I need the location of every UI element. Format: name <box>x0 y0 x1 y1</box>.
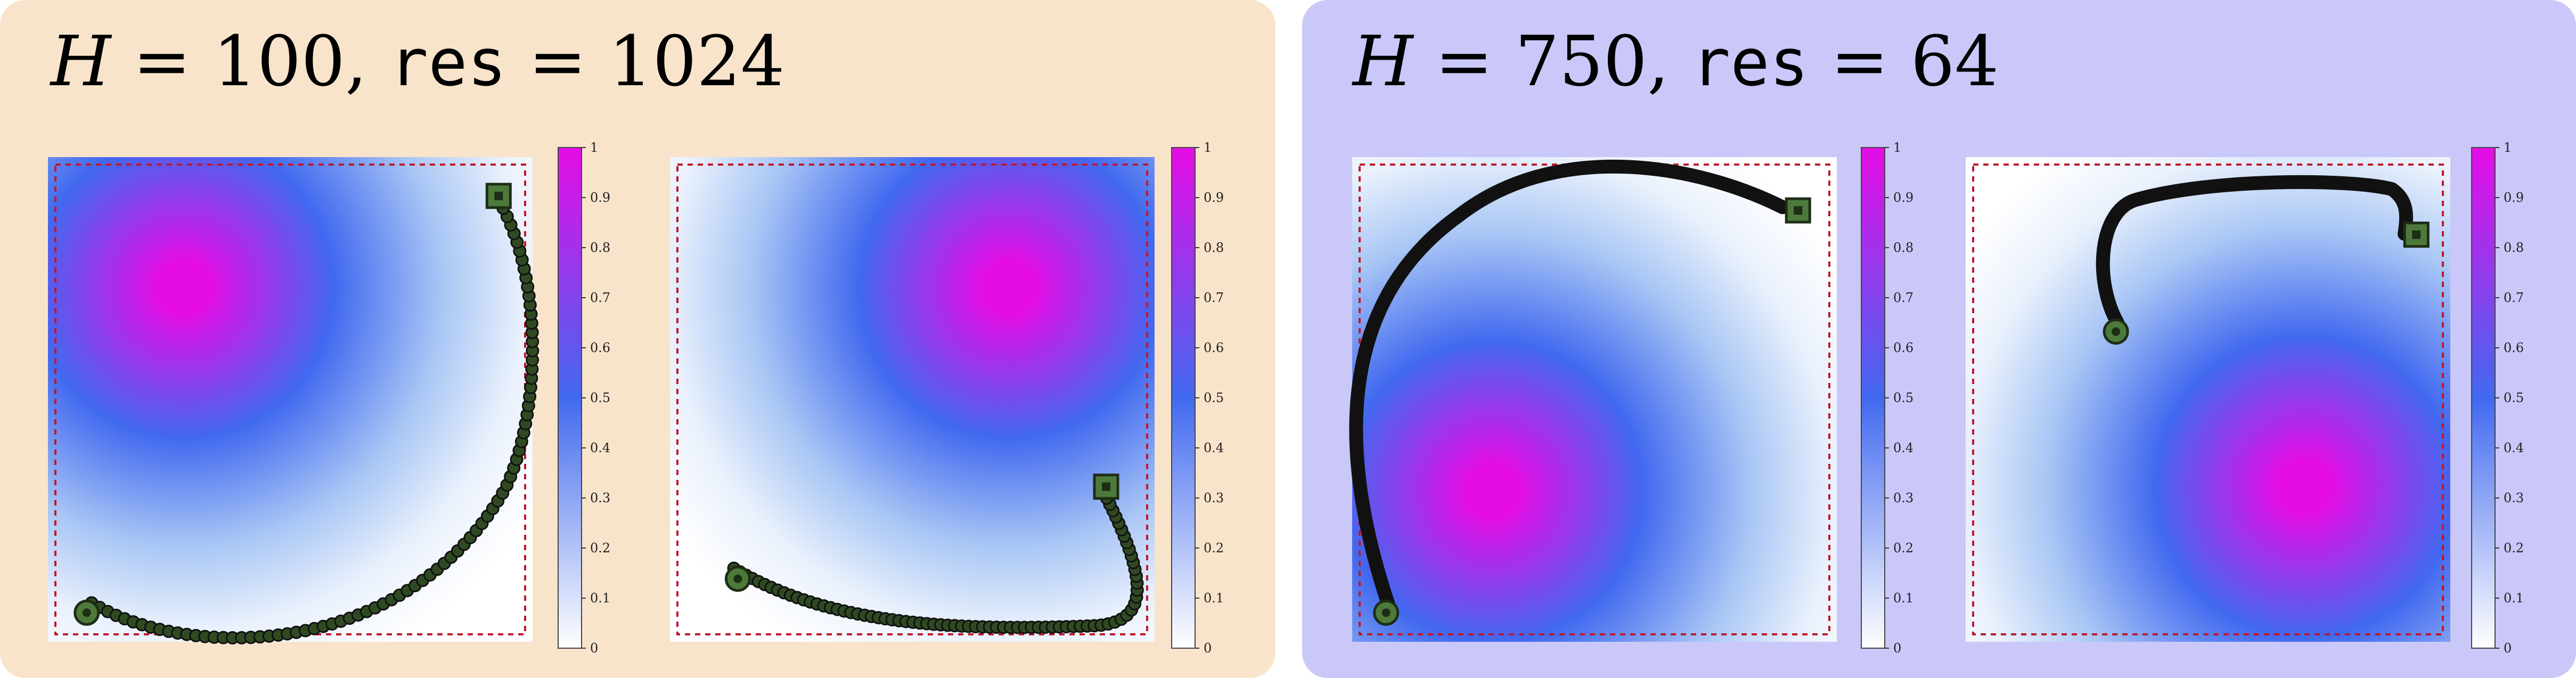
colorbar-tick-label: 0.3 <box>1893 491 1913 505</box>
colorbar-tick-label: 0.5 <box>1204 390 1224 405</box>
colorbar-tick-label: 1 <box>1893 140 1901 155</box>
colorbar-tick-label: 1 <box>2504 140 2512 155</box>
colorbar-tick-label: 0.4 <box>1893 440 1913 455</box>
colorbar-tick-label: 0.3 <box>2504 491 2524 505</box>
colorbar-tick-label: 1 <box>1204 140 1212 155</box>
heatmap-field <box>670 157 1155 642</box>
colorbar-tick-label: 0 <box>590 641 598 656</box>
colorbar-tick-label: 1 <box>590 140 598 155</box>
heatmap-plot <box>1349 157 1837 642</box>
colorbar-tick-label: 0.2 <box>1893 541 1913 556</box>
colorbar-tick-label: 0.8 <box>590 240 610 255</box>
colorbar-tick-label: 0.1 <box>1893 591 1913 606</box>
colorbar-tick-label: 0.3 <box>590 491 610 505</box>
colorbar-tick-label: 0.8 <box>1893 240 1913 255</box>
colorbar-tick-label: 0.2 <box>590 541 610 556</box>
colorbar-tick-label: 0.7 <box>1204 290 1224 305</box>
colorbar-tick-label: 0.6 <box>2504 340 2524 355</box>
colorbar-tick-label: 0.7 <box>2504 290 2524 305</box>
colorbar-tick-label: 0.4 <box>1204 440 1224 455</box>
colorbar-tick-label: 0.5 <box>2504 390 2524 405</box>
heatmap-plot <box>1966 157 2450 642</box>
panel-plots: 00.10.20.30.40.50.60.70.80.9100.10.20.30… <box>1349 140 2524 656</box>
colorbar-tick-label: 0 <box>2504 641 2512 656</box>
colorbar-tick-label: 0.3 <box>1204 491 1224 505</box>
colorbar-tick-label: 0.2 <box>1204 541 1224 556</box>
colorbar-tick-label: 0.9 <box>1204 190 1224 205</box>
panel-title: H = 100, res = 1024 <box>51 21 785 102</box>
colorbar-tick-label: 0.1 <box>590 591 610 606</box>
trajectory-path <box>1349 159 1789 615</box>
panel-h750: H = 750, res = 64 0 0.1 0.2 0.3 0.4 0.5 0.6 0.7… <box>1302 0 2576 678</box>
colorbar-tick-label: 0.1 <box>1204 591 1224 606</box>
colorbar-tick-label: 0.8 <box>1204 240 1224 255</box>
colorbar-tick-label: 0.6 <box>590 340 610 355</box>
colorbar-tick-label: 0 <box>1893 641 1901 656</box>
panel-title: H = 750, res = 64 <box>1353 21 1999 102</box>
colorbar-tick-label: 0.4 <box>2504 440 2524 455</box>
colorbar: 0 0.1 0.2 0.3 0.4 0.5 0.6 0.7 0.8 0.9 1 <box>558 140 610 656</box>
panel-plots: 00.10.20.30.40.50.60.70.80.9100.10.20.30… <box>48 140 1224 656</box>
colorbar: 0 0.1 0.2 0.3 0.4 0.5 0.6 0.7 0.8 0.9 1 <box>2471 140 2524 656</box>
colorbar-tick-label: 0.9 <box>590 190 610 205</box>
colorbar-gradient <box>558 147 582 649</box>
colorbar-tick-label: 0.9 <box>1893 190 1913 205</box>
domain-boundary <box>676 164 1148 635</box>
heatmap-field <box>48 157 533 642</box>
heatmap-field <box>1352 157 1837 642</box>
colorbar-tick-label: 0.2 <box>2504 541 2524 556</box>
colorbar-tick-label: 0.5 <box>590 390 610 405</box>
colorbar-gradient <box>2471 147 2496 649</box>
heatmap-plot <box>670 157 1155 642</box>
trajectory-path <box>2096 175 2414 330</box>
colorbar-tick-label: 0.6 <box>1204 340 1224 355</box>
colorbar-tick-label: 0.5 <box>1893 390 1913 405</box>
colorbar: 0 0.1 0.2 0.3 0.4 0.5 0.6 0.7 0.8 0.9 1 <box>1171 140 1224 656</box>
heatmap-field <box>1966 157 2450 642</box>
colorbar-tick-label: 0.6 <box>1893 340 1913 355</box>
colorbar-tick-label: 0.4 <box>590 440 610 455</box>
colorbar-gradient <box>1861 147 1885 649</box>
panel-h100: H = 100, res = 1024 0 0.1 0.2 0.3 0.4 0.5 0.6 0… <box>0 0 1275 678</box>
colorbar-tick-label: 0.8 <box>2504 240 2524 255</box>
domain-boundary <box>1972 164 2444 635</box>
colorbar-tick-label: 0.1 <box>2504 591 2524 606</box>
colorbar-tick-label: 0.9 <box>2504 190 2524 205</box>
colorbar-tick-label: 0.7 <box>590 290 610 305</box>
colorbar-tick-label: 0 <box>1204 641 1212 656</box>
heatmap-plot <box>48 157 539 644</box>
colorbar-tick-label: 0.7 <box>1893 290 1913 305</box>
colorbar: 0 0.1 0.2 0.3 0.4 0.5 0.6 0.7 0.8 0.9 1 <box>1861 140 1913 656</box>
colorbar-gradient <box>1171 147 1196 649</box>
